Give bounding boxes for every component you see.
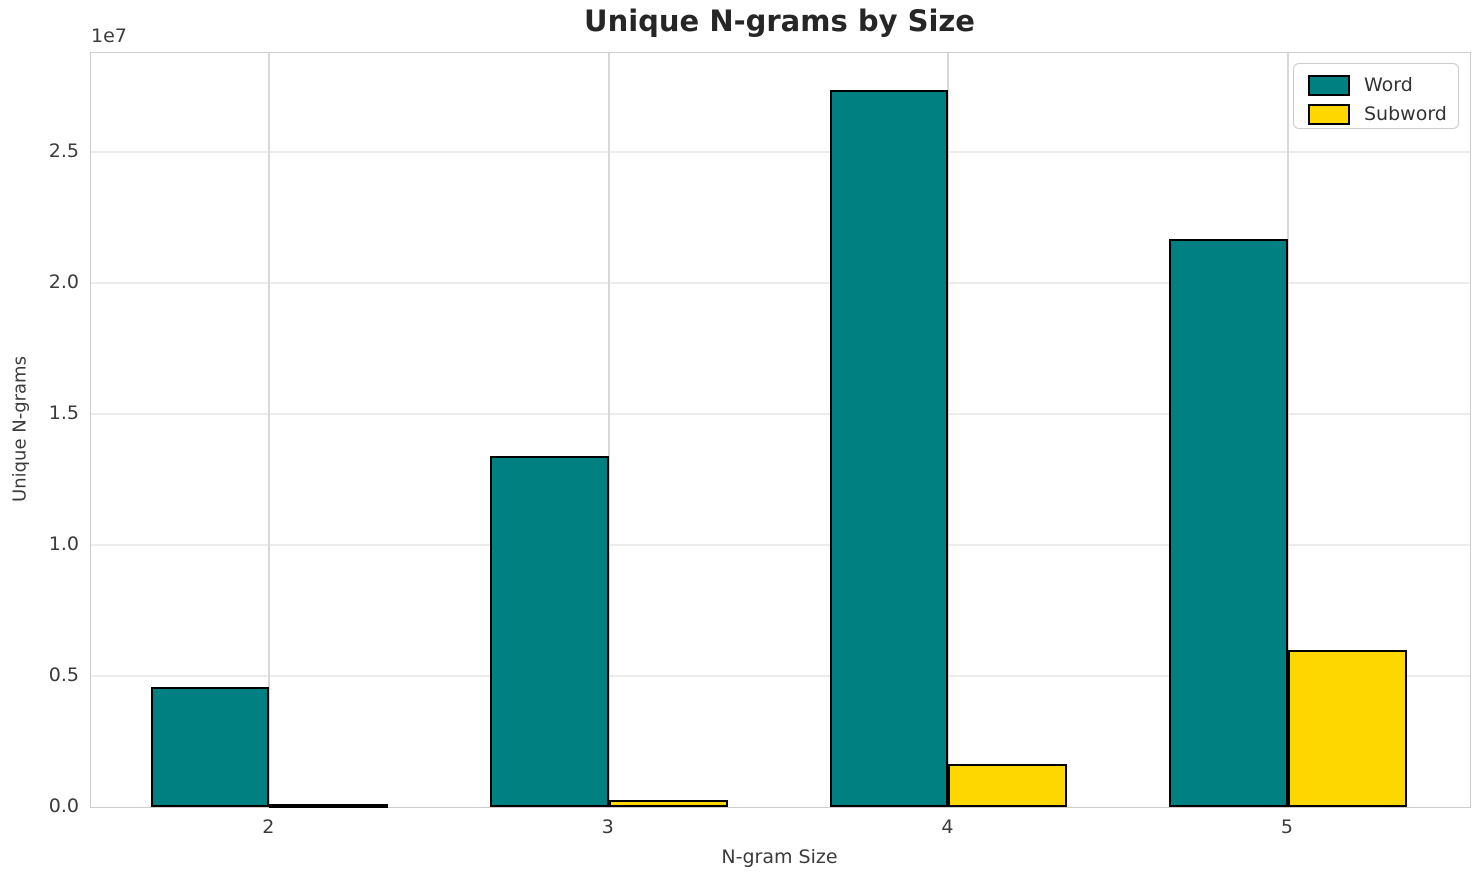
y-axis-offset-label: 1e7	[91, 25, 127, 47]
legend-item-subword: Subword	[1308, 103, 1458, 125]
y-tick-label: 0.0	[48, 795, 79, 817]
vertical-gridline	[1286, 53, 1289, 807]
y-tick-label: 1.5	[48, 402, 79, 425]
horizontal-gridline	[91, 151, 1470, 154]
vertical-gridline	[607, 53, 610, 807]
y-tick-label: 2.0	[48, 271, 79, 294]
legend: Word Subword	[1293, 63, 1459, 129]
bar-subword-5	[1287, 649, 1407, 807]
x-tick-label: 5	[1280, 816, 1293, 838]
x-tick-label: 3	[601, 816, 614, 838]
y-tick-label: 2.5	[48, 140, 79, 163]
legend-label-word: Word	[1364, 74, 1413, 96]
y-tick-label: 0.5	[48, 664, 79, 687]
legend-item-word: Word	[1308, 74, 1458, 96]
vertical-gridline	[268, 53, 271, 807]
word-swatch-icon	[1308, 74, 1350, 96]
y-axis-label: Unique N-grams	[9, 356, 31, 502]
bar-subword-4	[948, 764, 1068, 807]
subword-swatch-icon	[1308, 103, 1350, 125]
horizontal-gridline	[91, 413, 1470, 416]
chart-title: Unique N-grams by Size	[584, 4, 975, 38]
bar-subword-2	[269, 804, 389, 808]
x-axis-label: N-gram Size	[721, 846, 838, 868]
x-tick-label: 2	[262, 816, 275, 838]
x-tick-label: 4	[941, 816, 954, 838]
legend-label-subword: Subword	[1364, 103, 1447, 125]
bar-word-5	[1169, 238, 1288, 807]
bar-word-4	[829, 89, 949, 807]
vertical-gridline	[947, 53, 950, 807]
horizontal-gridline	[91, 675, 1470, 678]
bar-word-2	[150, 686, 270, 807]
plot-area	[90, 52, 1471, 808]
horizontal-gridline	[91, 282, 1470, 285]
bar-subword-3	[608, 800, 728, 807]
bar-word-3	[490, 456, 609, 807]
horizontal-gridline	[91, 544, 1470, 547]
y-tick-label: 1.0	[48, 533, 79, 556]
